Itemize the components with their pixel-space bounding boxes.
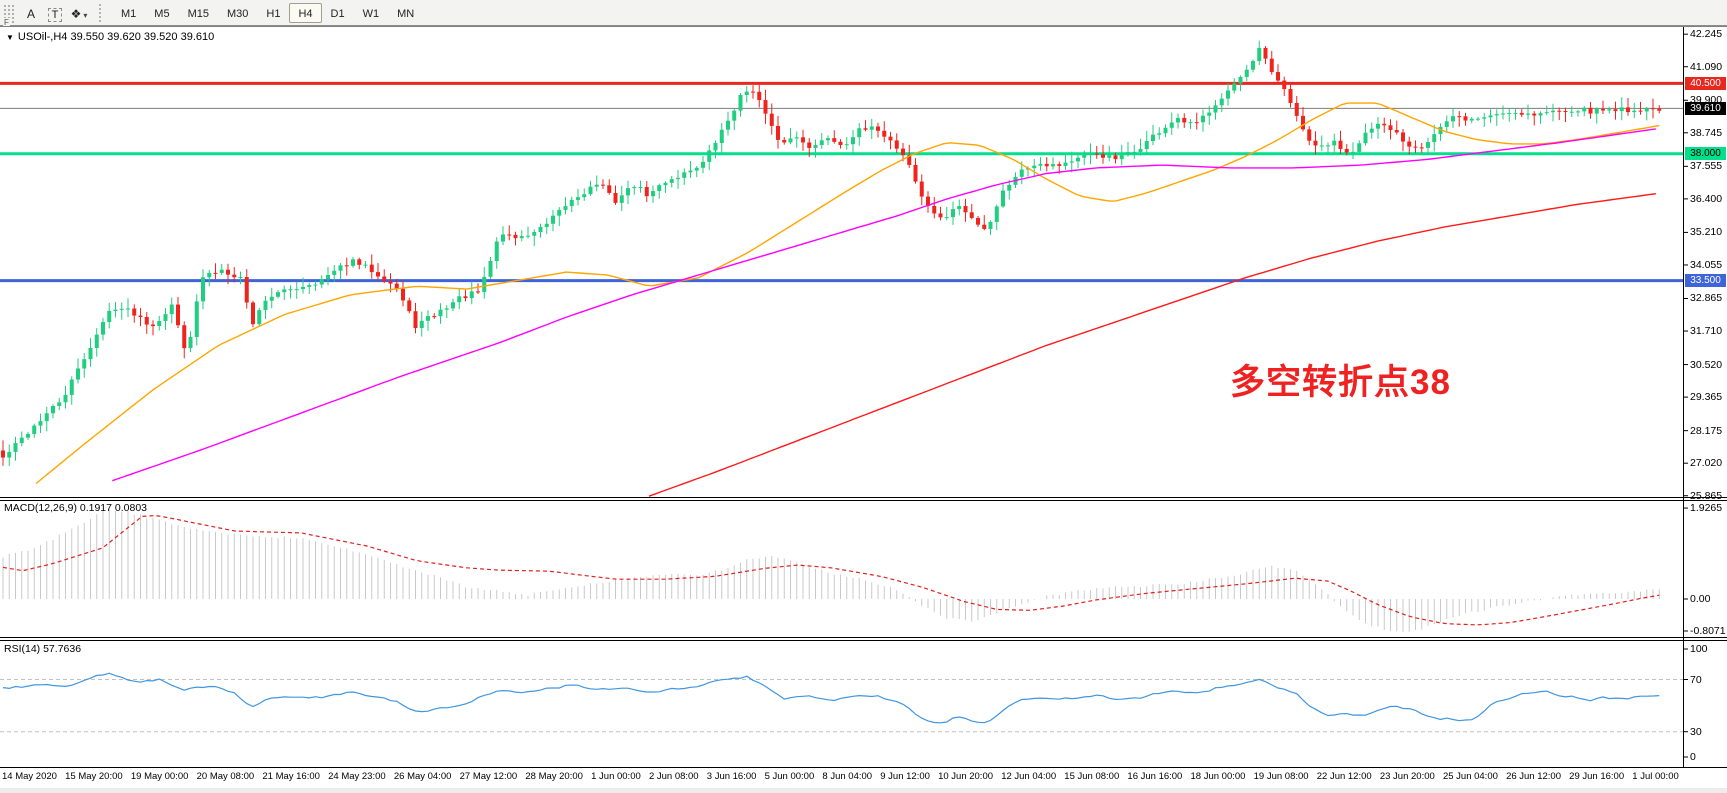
text-tool-icon: T bbox=[47, 7, 63, 22]
price-tick-label: 28.175 bbox=[1690, 424, 1723, 437]
time-axis-label: 19 May 00:00 bbox=[130, 771, 189, 782]
time-axis-label: 28 May 20:00 bbox=[525, 771, 583, 782]
time-axis-label: 19 Jun 08:00 bbox=[1253, 771, 1309, 782]
price-tick-label: 42.245 bbox=[1690, 28, 1723, 41]
timeframe-button-M5[interactable]: M5 bbox=[154, 7, 170, 20]
time-axis-label: 5 Jun 00:00 bbox=[764, 771, 815, 782]
price-tick-label: 0 bbox=[1690, 751, 1696, 763]
time-axis-label: 22 Jun 12:00 bbox=[1316, 771, 1372, 782]
timeframe-button-H4[interactable]: H4 bbox=[289, 2, 322, 23]
price-line-label: 33.500 bbox=[1685, 274, 1726, 288]
window-bottom-strip bbox=[0, 788, 1727, 793]
time-axis-label: 14 May 2020 bbox=[2, 771, 57, 782]
price-tick-label: 1.9265 bbox=[1690, 502, 1723, 515]
timeframe-button-M15[interactable]: M15 bbox=[187, 7, 209, 20]
timeframe-toolbar: M1 M5 M15 M30 H1 H4 D1 W1 MN bbox=[112, 2, 423, 23]
price-tick-label: 32.865 bbox=[1690, 292, 1723, 305]
symbol-ohlc-text: USOil-,H4 39.550 39.620 39.520 39.610 bbox=[17, 31, 215, 43]
price-tick-label: 31.710 bbox=[1690, 325, 1723, 338]
time-axis-label: 21 May 16:00 bbox=[262, 771, 320, 782]
toolbar-grip-label: F bbox=[3, 17, 10, 27]
price-tick-label: 70 bbox=[1690, 673, 1702, 686]
time-axis-label: 15 Jun 08:00 bbox=[1064, 771, 1120, 782]
price-tick-label: 100 bbox=[1690, 643, 1708, 655]
time-axis-label: 9 Jun 12:00 bbox=[880, 771, 930, 782]
time-axis: 14 May 2020 15 May 20:00 19 May 00:00 20 Ma… bbox=[0, 771, 1681, 782]
time-axis-label: 26 May 04:00 bbox=[393, 771, 452, 782]
time-axis-label: 10 Jun 20:00 bbox=[938, 771, 994, 782]
macd-indicator-label: MACD(12,26,9) 0.1917 0.0803 bbox=[4, 502, 148, 514]
price-tick-label: 30.520 bbox=[1690, 358, 1723, 371]
timeframe-button-D1[interactable]: D1 bbox=[330, 7, 345, 20]
label-tool-button[interactable]: A bbox=[26, 6, 35, 21]
time-axis-label: 8 Jun 04:00 bbox=[822, 771, 873, 782]
price-tick-label: 25.865 bbox=[1690, 489, 1723, 502]
price-tick-label: 0.00 bbox=[1690, 593, 1711, 605]
shapes-icon: ❖ bbox=[70, 6, 82, 21]
text-tool-button[interactable]: T bbox=[44, 3, 66, 23]
price-tick-label: 41.090 bbox=[1690, 60, 1723, 73]
time-axis-label: 25 Jun 04:00 bbox=[1442, 771, 1498, 782]
price-line-label: 40.500 bbox=[1685, 76, 1726, 90]
price-tick-label: 36.400 bbox=[1690, 192, 1723, 205]
timeframe-button-H1[interactable]: H1 bbox=[266, 7, 281, 20]
price-tick-label: 34.055 bbox=[1690, 258, 1723, 271]
chart-text-annotation[interactable]: 多空转折点38 bbox=[1230, 363, 1451, 402]
time-axis-label: 15 May 20:00 bbox=[65, 771, 123, 782]
toolbar-separator bbox=[99, 3, 106, 22]
time-axis-label: 24 May 23:00 bbox=[328, 771, 386, 782]
price-tick-label: 27.020 bbox=[1690, 457, 1723, 470]
time-axis-label: 3 Jun 16:00 bbox=[706, 771, 757, 782]
time-axis-label: 27 May 12:00 bbox=[459, 771, 518, 782]
price-tick-label: 38.745 bbox=[1690, 126, 1723, 139]
price-line-label: 39.610 bbox=[1685, 101, 1726, 115]
time-axis-label: 23 Jun 20:00 bbox=[1379, 771, 1435, 782]
price-tick-label: 35.210 bbox=[1690, 226, 1723, 239]
timeframe-button-MN[interactable]: MN bbox=[397, 7, 415, 20]
timeframe-button-W1[interactable]: W1 bbox=[362, 7, 380, 20]
toolbar: F A T ❖ ▾ M1 M5 M15 M30 H1 H4 D1 W1 MN bbox=[0, 0, 1727, 27]
toolbar-grip[interactable]: F bbox=[2, 2, 16, 27]
time-axis-label: 1 Jun 00:00 bbox=[591, 771, 641, 782]
time-axis-label: 20 May 08:00 bbox=[196, 771, 255, 782]
time-axis-label: 18 Jun 00:00 bbox=[1190, 771, 1246, 782]
rsi-indicator-label: RSI(14) 57.7636 bbox=[4, 643, 82, 655]
price-tick-label: 29.365 bbox=[1690, 391, 1723, 404]
time-axis-label: 2 Jun 08:00 bbox=[648, 771, 699, 782]
symbol-dropdown-icon[interactable]: ▼ bbox=[6, 32, 14, 42]
timeframe-button-M30[interactable]: M30 bbox=[226, 7, 249, 20]
price-tick-label: -0.8071 bbox=[1690, 625, 1726, 637]
price-tick-label: 37.555 bbox=[1690, 160, 1723, 173]
timeframe-button-M1[interactable]: M1 bbox=[121, 7, 137, 20]
time-axis-label: 26 Jun 12:00 bbox=[1506, 771, 1561, 782]
time-axis-label: 29 Jun 16:00 bbox=[1569, 771, 1625, 782]
symbol-info[interactable]: ▼ USOil-,H4 39.550 39.620 39.520 39.610 bbox=[6, 31, 214, 43]
time-axis-label: 12 Jun 04:00 bbox=[1001, 771, 1057, 782]
price-line-label: 38.000 bbox=[1685, 147, 1726, 161]
price-tick-label: 30 bbox=[1690, 725, 1702, 738]
time-axis-label: 16 Jun 16:00 bbox=[1127, 771, 1183, 782]
time-axis-label: 1 Jul 00:00 bbox=[1632, 771, 1679, 782]
shapes-tool-button[interactable]: ❖ ▾ bbox=[68, 3, 90, 23]
chevron-down-icon: ▾ bbox=[83, 10, 88, 20]
